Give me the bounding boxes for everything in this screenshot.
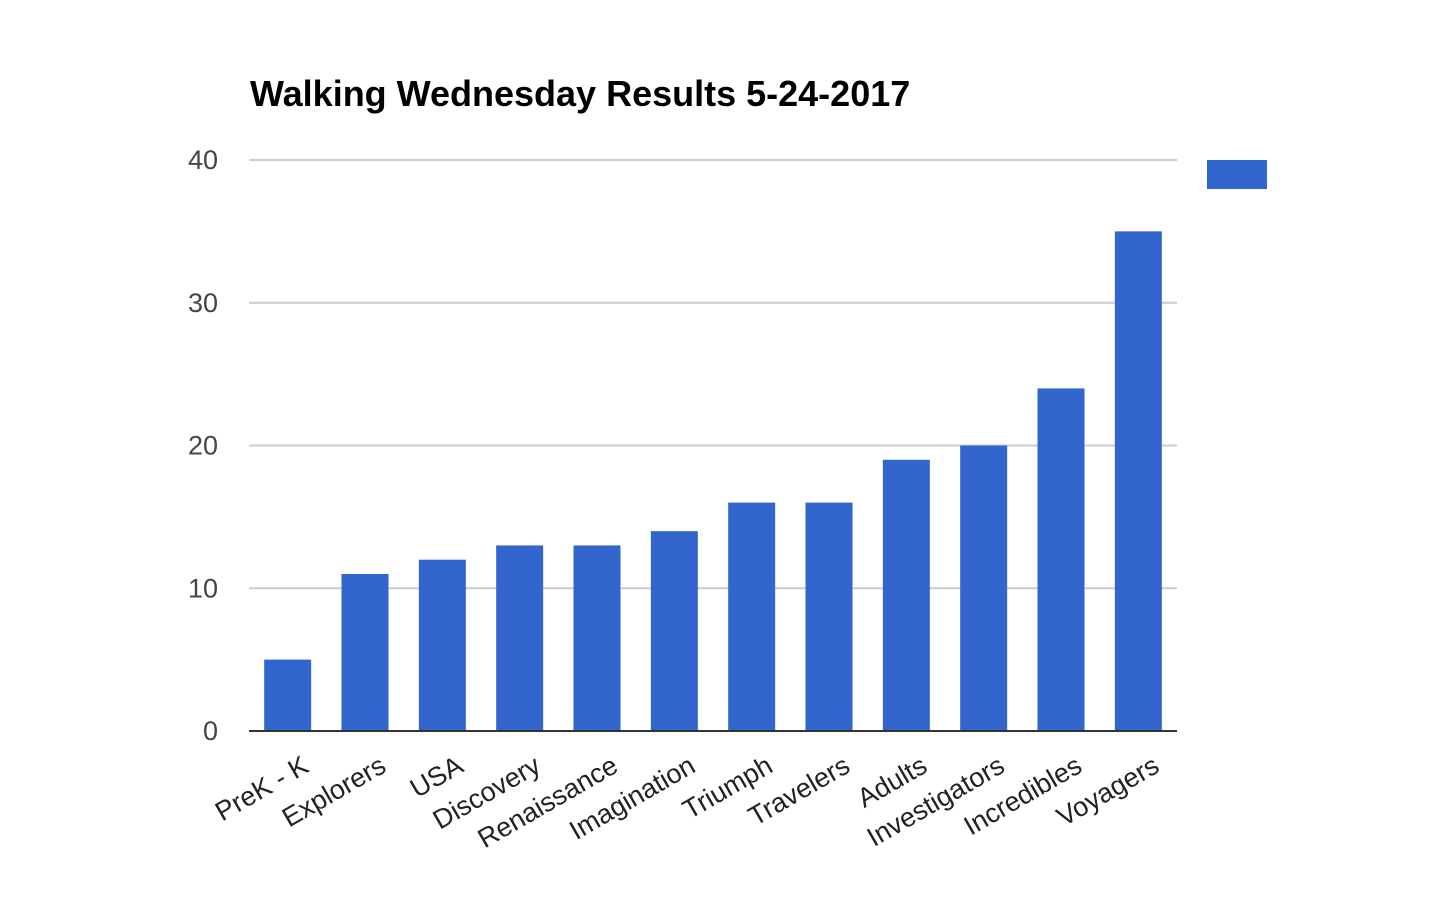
bar: [882, 459, 930, 731]
bar: [341, 573, 389, 731]
bar: [573, 545, 621, 731]
bar: [1114, 231, 1162, 731]
legend-swatch: [1207, 160, 1267, 189]
gridlines: [249, 159, 1177, 590]
y-axis-tick-labels: 0 10 20 30 40: [188, 145, 218, 746]
bar: [960, 445, 1008, 731]
bar: [805, 502, 853, 731]
y-tick-label: 40: [188, 145, 218, 175]
bar: [650, 531, 698, 731]
y-tick-label: 10: [188, 573, 218, 603]
y-tick-label: 30: [188, 288, 218, 318]
bar: [728, 502, 776, 731]
bars: [264, 231, 1162, 731]
bar: [264, 659, 312, 731]
legend: [1207, 160, 1267, 189]
y-tick-label: 0: [203, 716, 218, 746]
bar: [496, 545, 544, 731]
bar: [418, 559, 466, 731]
y-tick-label: 20: [188, 431, 218, 461]
chart-title: Walking Wednesday Results 5-24-2017: [250, 73, 910, 114]
bar: [1037, 388, 1085, 731]
